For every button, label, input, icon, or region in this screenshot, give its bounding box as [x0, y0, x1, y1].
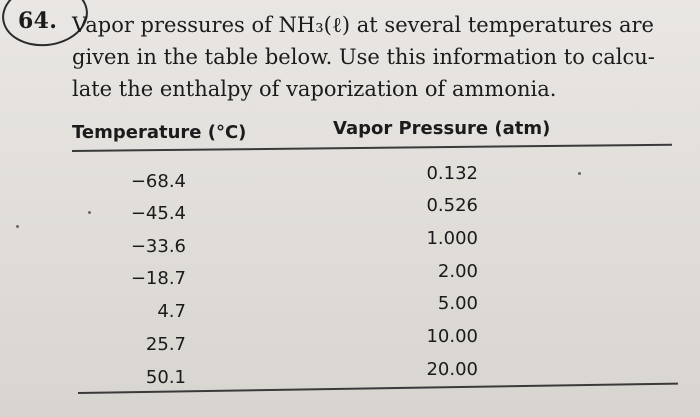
table-cell-temperature: −18.7 [130, 268, 186, 289]
table-cell-temperature: −68.4 [130, 171, 186, 192]
problem-number: 64. [18, 8, 58, 34]
table-cell-vapor-pressure: 10.00 [426, 326, 478, 347]
page-speck [88, 211, 91, 214]
page-speck [578, 172, 581, 175]
column-header-vapor-pressure: Vapor Pressure (atm) [333, 118, 551, 139]
problem-statement: Vapor pressures of NH₃(ℓ) at several tem… [72, 13, 655, 101]
page-speck [16, 225, 19, 228]
table-cell-vapor-pressure: 1.000 [426, 228, 478, 249]
table-cell-vapor-pressure: 2.00 [437, 261, 478, 282]
table-cell-vapor-pressure: 5.00 [437, 293, 478, 314]
table-cell-temperature: 50.1 [145, 367, 186, 388]
table-cell-vapor-pressure: 20.00 [426, 359, 478, 380]
table-cell-temperature: 4.7 [157, 301, 186, 322]
table-cell-vapor-pressure: 0.526 [426, 195, 478, 216]
table-cell-temperature: −45.4 [130, 203, 186, 224]
table-cell-temperature: −33.6 [130, 236, 186, 257]
column-header-temperature: Temperature (°C) [72, 122, 247, 143]
table-cell-temperature: 25.7 [145, 334, 186, 355]
table-top-rule [71, 143, 672, 152]
table-cell-vapor-pressure: 0.132 [426, 163, 478, 184]
